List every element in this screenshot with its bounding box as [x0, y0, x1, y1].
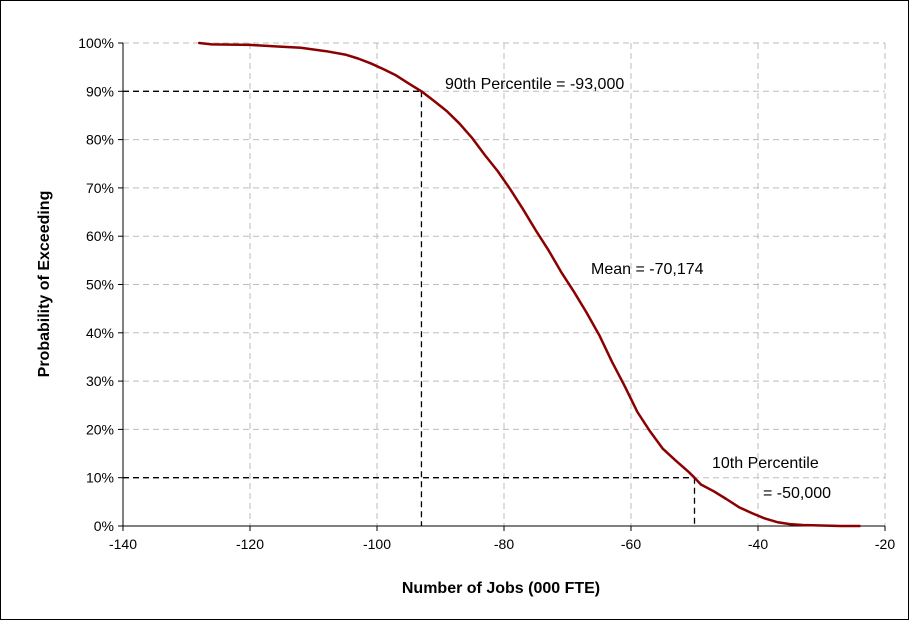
y-tick-label: 20%	[86, 421, 114, 437]
reference-lines	[123, 90, 696, 526]
y-tick-label: 50%	[86, 277, 114, 293]
y-tick-label: 60%	[86, 228, 114, 244]
y-tick-label: 10%	[86, 470, 114, 486]
x-tick-label: -40	[748, 536, 768, 552]
gridlines	[123, 42, 886, 526]
y-tick-label: 70%	[86, 180, 114, 196]
y-tick-label: 40%	[86, 325, 114, 341]
annotation-p10-line2: = -50,000	[763, 485, 831, 502]
x-tick-label: -80	[494, 536, 514, 552]
axes	[118, 42, 886, 531]
x-tick-label: -100	[363, 536, 391, 552]
x-tick-label: -60	[621, 536, 641, 552]
x-axis-title: Number of Jobs (000 FTE)	[402, 580, 600, 597]
annotation-mean: Mean = -70,174	[591, 261, 704, 278]
y-axis-title: Probability of Exceeding	[36, 191, 53, 378]
y-tick-label: 30%	[86, 373, 114, 389]
annotation-p10-line1: 10th Percentile	[712, 455, 819, 472]
series-line	[197, 41, 861, 528]
annotation-p90: 90th Percentile = -93,000	[445, 76, 624, 93]
y-tick-label: 100%	[78, 35, 114, 51]
y-tick-label: 80%	[86, 132, 114, 148]
y-tick-label: 0%	[94, 518, 114, 534]
x-tick-label: -140	[109, 536, 137, 552]
x-tick-label: -20	[875, 536, 895, 552]
series-layer	[197, 41, 861, 528]
x-tick-label: -120	[236, 536, 264, 552]
y-tick-label: 90%	[86, 83, 114, 99]
y-tick-labels: 0% 10% 20% 30% 40% 50% 60% 70% 80% 90% 100%	[78, 35, 114, 534]
x-tick-labels: -140 -120 -100 -80 -60 -40 -20	[109, 536, 895, 552]
